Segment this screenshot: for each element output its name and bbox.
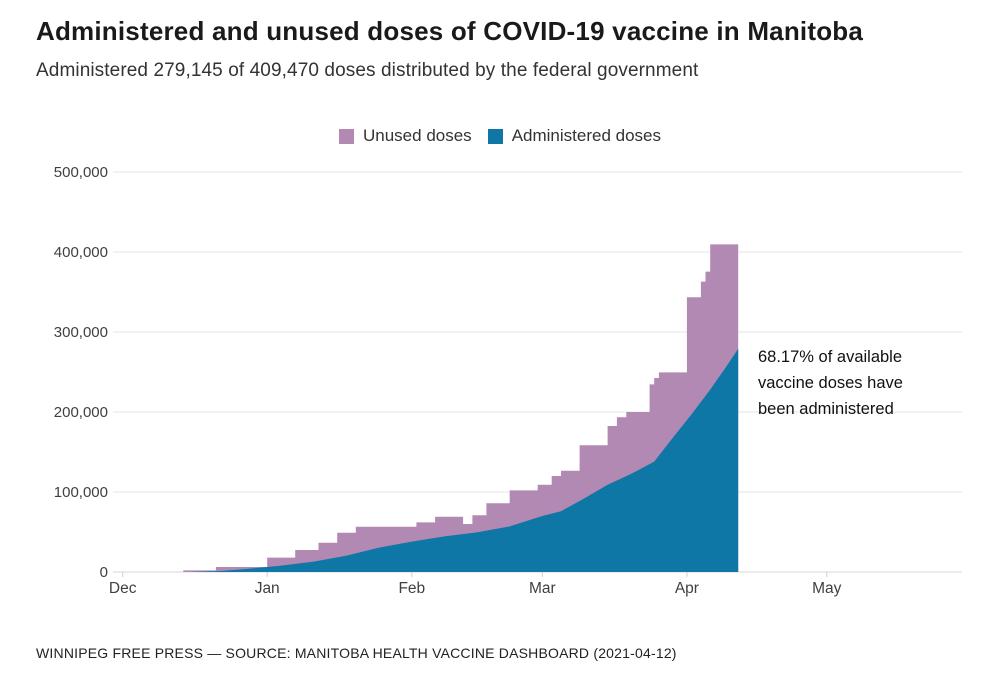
legend-item-unused: Unused doses <box>339 126 472 146</box>
annotation-line-1: 68.17% of available <box>758 348 903 366</box>
annotation-line-3: been administered <box>758 400 894 418</box>
y-axis-tick-label: 200,000 <box>54 404 108 421</box>
y-axis-tick-label: 100,000 <box>54 484 108 501</box>
y-axis-tick-label: 400,000 <box>54 244 108 261</box>
page-subtitle: Administered 279,145 of 409,470 doses di… <box>36 60 699 81</box>
area-administered <box>192 348 739 572</box>
y-axis-tick-label: 500,000 <box>54 164 108 181</box>
source-credit: WINNIPEG FREE PRESS — SOURCE: MANITOBA H… <box>36 645 677 661</box>
administered-doses-swatch-icon <box>487 128 503 144</box>
x-axis-tick-label: Jan <box>255 580 280 597</box>
x-axis-tick-label: Dec <box>109 580 137 597</box>
annotation-line-2: vaccine doses have <box>758 374 903 392</box>
chart-annotation: 68.17% of available vaccine doses have b… <box>758 344 903 422</box>
unused-doses-swatch-icon <box>339 128 354 144</box>
x-axis-tick-label: Mar <box>529 580 556 597</box>
legend-label-administered: Administered doses <box>511 126 661 145</box>
x-axis-tick-label: May <box>812 580 842 597</box>
legend-item-administered: Administered doses <box>487 126 661 146</box>
chart-legend: Unused doses Administered doses <box>0 126 1000 146</box>
y-axis-tick-label: 0 <box>100 564 108 581</box>
x-axis-tick-label: Feb <box>398 580 425 597</box>
legend-label-unused: Unused doses <box>363 126 472 145</box>
x-axis-tick-label: Apr <box>675 580 699 597</box>
y-axis-tick-label: 300,000 <box>54 324 108 341</box>
page-title: Administered and unused doses of COVID-1… <box>36 16 864 46</box>
